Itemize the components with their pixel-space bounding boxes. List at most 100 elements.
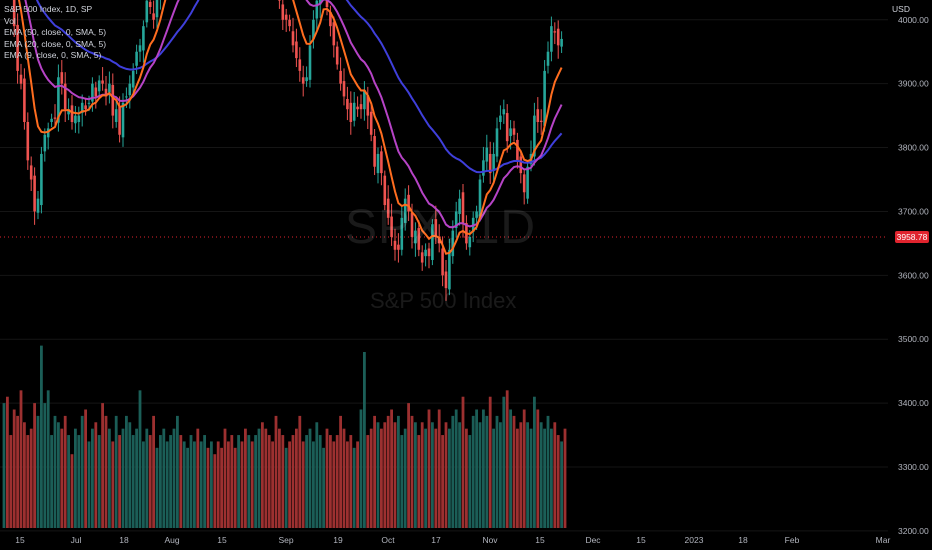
candle-body — [67, 109, 70, 115]
volume-bar — [414, 422, 417, 528]
volume-bar — [363, 351, 366, 528]
ema20-line — [24, 0, 563, 229]
volume-bars — [2, 345, 567, 528]
candle-body — [352, 102, 356, 121]
symbol-watermark: SPX, 1D — [345, 201, 537, 254]
volume-bar — [40, 345, 43, 528]
volume-bar — [165, 441, 169, 528]
volume-bar — [50, 435, 53, 528]
candle-body — [33, 175, 36, 212]
volume-bar — [386, 415, 390, 528]
candle-body — [366, 95, 370, 116]
time-tick-label: 15 — [217, 535, 227, 545]
volume-bar — [125, 415, 128, 528]
candle-body — [97, 80, 101, 92]
candle-body — [437, 236, 441, 244]
candle-body — [301, 77, 305, 84]
candle-body — [70, 105, 74, 122]
candle-body — [519, 156, 523, 174]
candle-body — [431, 224, 434, 260]
volume-bar — [240, 441, 244, 528]
volume-bar — [295, 428, 298, 528]
candle-body — [46, 128, 50, 138]
candle-body — [121, 102, 125, 138]
candle-body — [60, 72, 64, 84]
candle-body — [533, 115, 536, 157]
volume-bar — [488, 396, 492, 528]
volume-bar — [522, 409, 526, 528]
candle-body — [485, 147, 489, 162]
volume-bar — [284, 447, 288, 528]
candle-body — [424, 249, 427, 257]
price-tick-label: 3900.00 — [898, 79, 929, 89]
candle-body — [74, 115, 77, 124]
volume-bar — [9, 435, 13, 528]
candle-body — [325, 0, 329, 7]
volume-bar — [352, 447, 356, 528]
volume-bar — [437, 409, 441, 528]
volume-bar — [516, 428, 519, 528]
volume-bar — [182, 441, 186, 528]
candle-body — [342, 81, 346, 97]
volume-bar — [529, 428, 533, 528]
candle-body — [400, 217, 404, 250]
candle-body — [155, 0, 159, 18]
volume-bar — [291, 435, 295, 528]
volume-bar — [101, 403, 104, 528]
volume-bar — [46, 390, 50, 528]
volume-bar — [560, 441, 563, 528]
candle-body — [43, 134, 47, 152]
volume-bar — [108, 428, 111, 528]
candle-body — [346, 98, 349, 110]
candle-body — [417, 228, 421, 250]
candle-body — [553, 31, 557, 33]
volume-bar — [193, 441, 196, 528]
volume-bar — [176, 415, 179, 528]
candle-body — [125, 96, 128, 98]
candle-body — [539, 120, 543, 122]
time-tick-label: 18 — [738, 535, 748, 545]
candle-body — [478, 179, 482, 217]
volume-bar — [553, 422, 557, 528]
volume-bar — [482, 409, 485, 528]
candle-body — [390, 216, 393, 237]
candle-body — [363, 90, 366, 110]
name-watermark: S&P 500 Index — [370, 288, 517, 313]
time-tick-label: Dec — [585, 535, 601, 545]
volume-bar — [77, 435, 81, 528]
currency-label: USD — [892, 4, 910, 14]
volume-bar — [70, 454, 74, 528]
candle-body — [420, 252, 424, 263]
volume-bar — [465, 428, 468, 528]
legend-vol: Vol — [4, 15, 16, 26]
candle-body — [29, 165, 33, 180]
volume-bar — [492, 428, 495, 528]
volume-bar — [478, 422, 482, 528]
candle-body — [512, 128, 516, 135]
volume-bar — [74, 428, 77, 528]
candle-body — [295, 41, 298, 59]
price-grid — [0, 19, 888, 532]
volume-bar — [118, 435, 121, 528]
candle-body — [80, 102, 84, 114]
candle-body — [522, 174, 526, 193]
time-tick-label: 15 — [15, 535, 25, 545]
volume-bar — [556, 435, 560, 528]
candle-body — [53, 117, 57, 119]
candle-body — [448, 249, 451, 290]
volume-bar — [233, 447, 237, 528]
candle-body — [87, 102, 91, 104]
volume-bar — [373, 415, 376, 528]
volume-bar — [539, 422, 543, 528]
volume-bar — [250, 441, 254, 528]
candle-body — [12, 0, 16, 27]
candle-body — [556, 28, 560, 46]
volume-bar — [67, 435, 70, 528]
price-tick-label: 3700.00 — [898, 206, 929, 216]
candle-body — [369, 111, 373, 135]
candle-body — [23, 78, 26, 122]
price-tick-label: 3600.00 — [898, 270, 929, 280]
candle-body — [298, 59, 302, 71]
candle-body — [516, 139, 519, 161]
volume-bar — [512, 415, 516, 528]
